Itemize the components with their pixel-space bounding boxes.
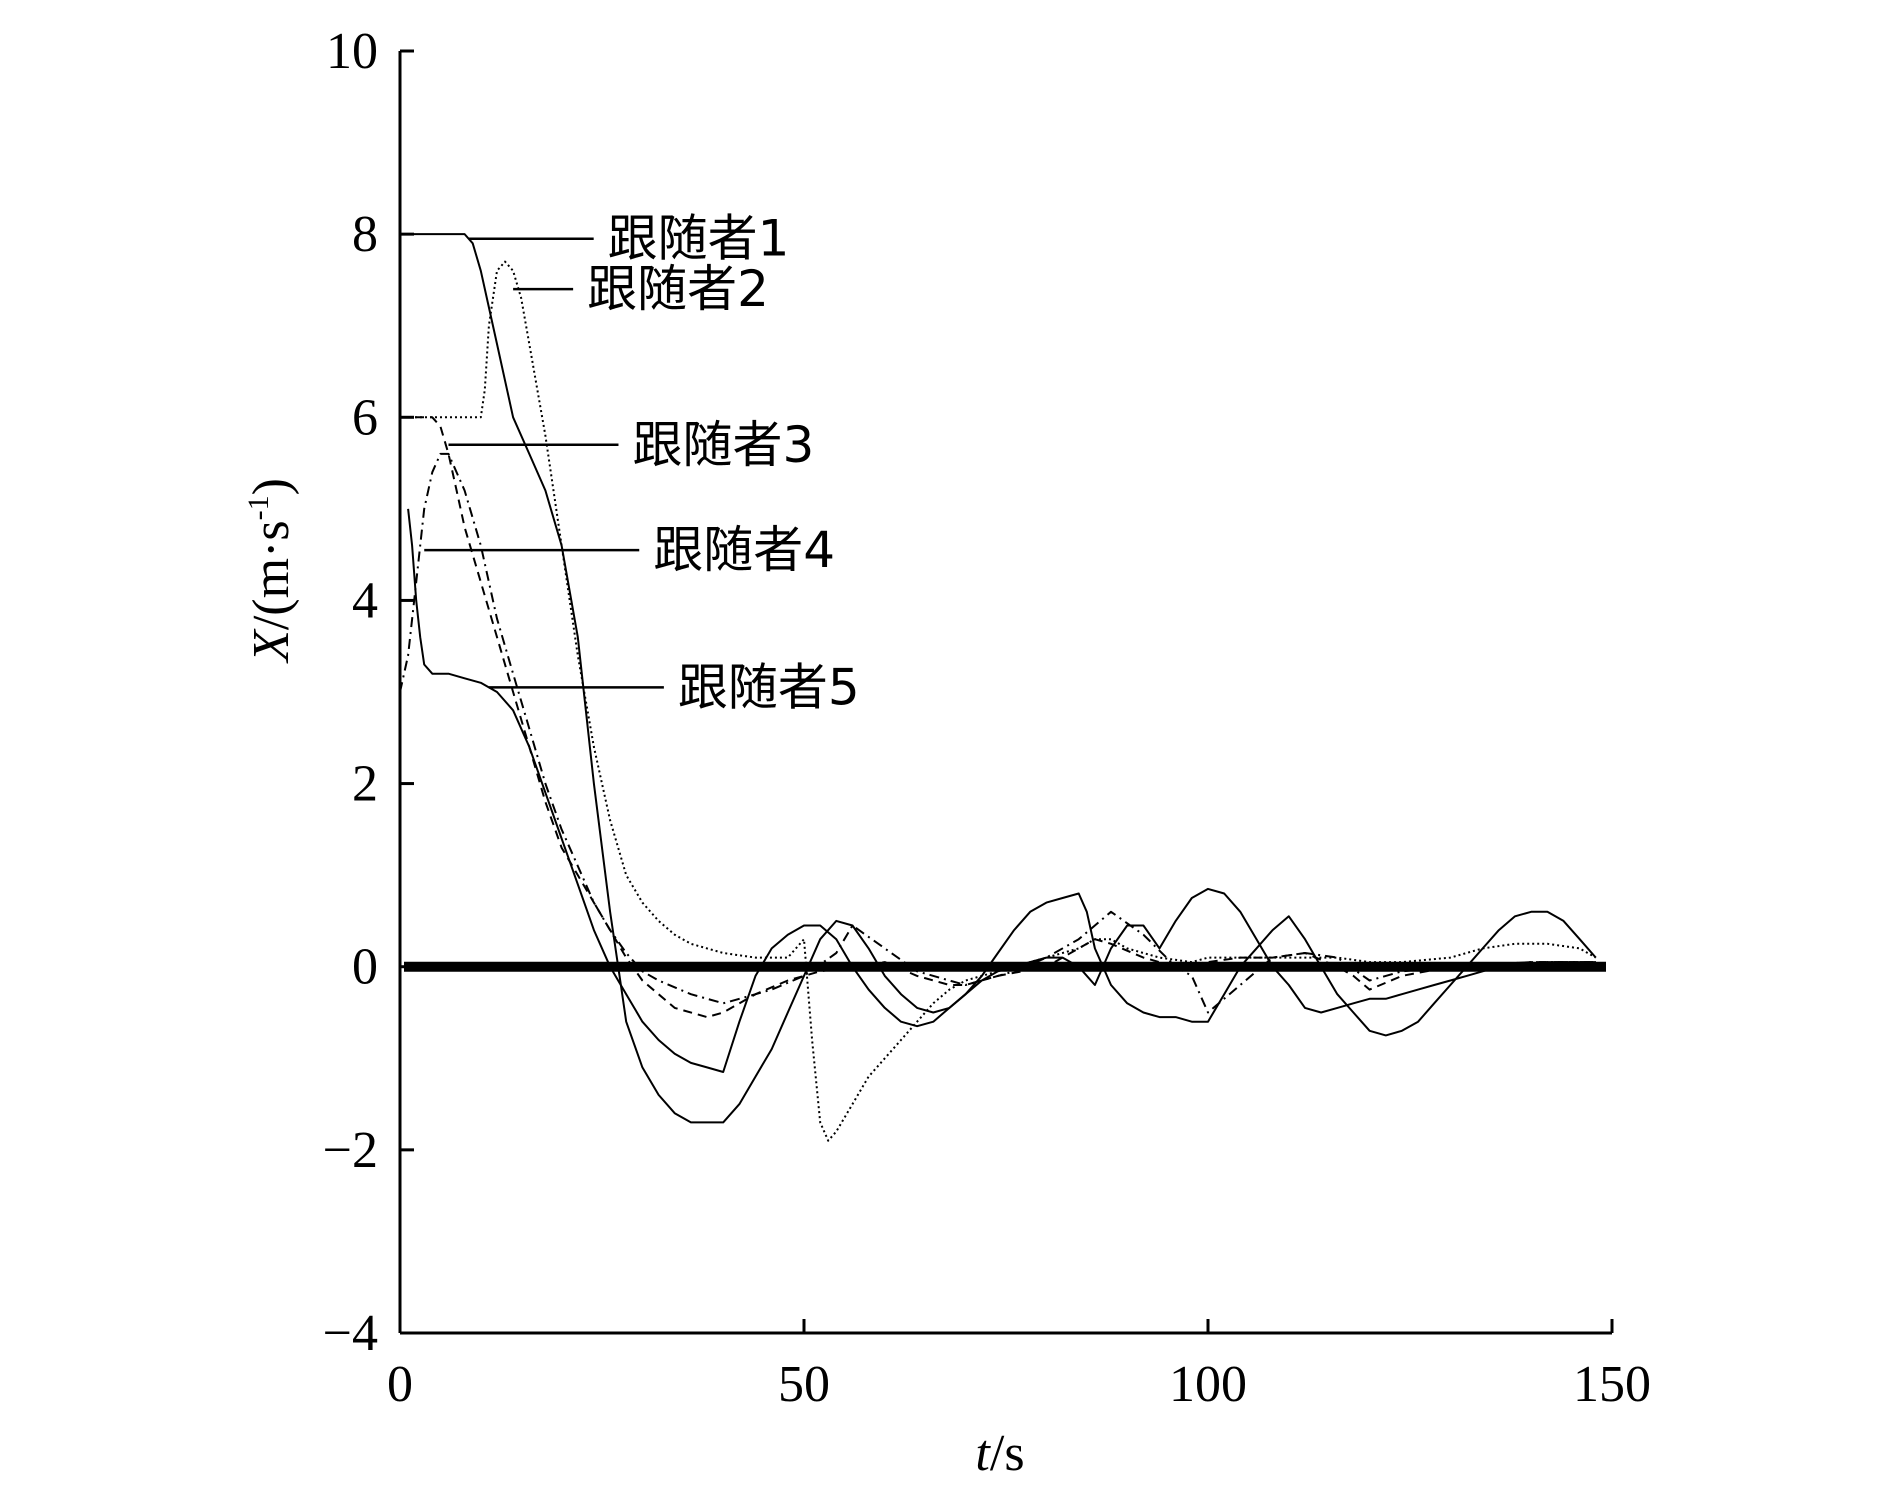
x-tick-label: 100: [1169, 1356, 1247, 1413]
annotation-label: 跟随者5: [678, 658, 860, 716]
annotation-label: 跟随者4: [653, 521, 835, 579]
y-tick-label: 8: [352, 206, 378, 263]
y-tick-label: 2: [352, 756, 378, 813]
series-line-5: [407, 508, 1596, 1073]
annotation-label: 跟随者2: [587, 260, 769, 318]
series-line-4: [399, 452, 1596, 1014]
series-line-2: [400, 260, 1597, 1142]
x-tick-label: 150: [1573, 1356, 1651, 1413]
y-tick-label: −4: [323, 1305, 378, 1362]
annotation-label: 跟随者3: [632, 416, 814, 474]
series-layer: [399, 233, 1597, 1142]
y-tick-label: 0: [352, 939, 378, 996]
series-line-3: [400, 416, 1596, 1019]
y-axis-title: X/(m·s-1): [242, 478, 300, 664]
annotation-label: 跟随者1: [608, 210, 790, 268]
x-axis-title: t/s: [975, 1425, 1024, 1482]
y-tick-label: 4: [352, 572, 378, 629]
series-line-1: [400, 233, 1597, 1124]
x-tick-label: 50: [778, 1356, 830, 1413]
x-tick-label: 0: [387, 1356, 413, 1413]
y-tick-label: 6: [352, 389, 378, 446]
y-tick-label: −2: [323, 1122, 378, 1179]
y-tick-label: 10: [326, 23, 378, 80]
